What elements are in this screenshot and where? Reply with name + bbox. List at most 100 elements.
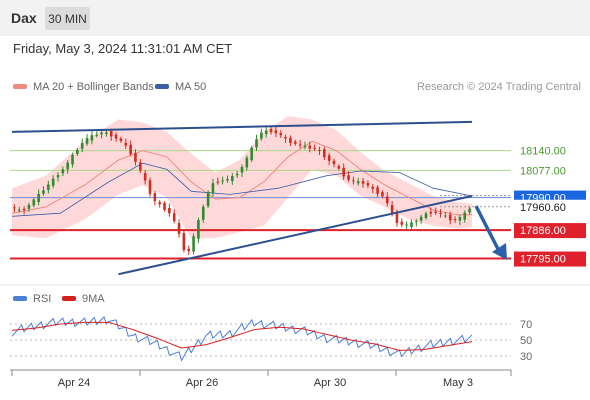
candle-body [114,134,118,139]
candle [148,177,152,197]
candle-body [293,141,297,144]
candle [163,201,166,212]
candle-body [323,149,326,158]
candle [124,138,128,149]
candle-body [235,173,239,176]
candle-body [56,175,60,178]
candle [279,130,283,139]
candle [376,185,379,198]
rsi-line [11,316,473,362]
candle-body [85,138,89,144]
legend: MA 20 + Bollinger Bands MA 50 Research ©… [13,81,581,93]
candle [255,134,258,151]
candle-body [153,193,157,202]
candle [17,206,21,213]
candle [424,211,428,220]
support-tag-4 [514,223,586,239]
candle [400,218,404,228]
candle-body [240,166,244,173]
lower-channel-trendline [118,195,473,276]
x-tick-label: Apr 26 [186,377,218,389]
candle [347,171,350,182]
forecast-arrow [474,205,507,260]
candle [444,212,447,219]
candle [129,140,132,157]
candle-body [143,173,147,181]
x-tick-label: Apr 24 [58,377,90,389]
candle [415,218,418,227]
candle [250,145,253,163]
candle-body [119,138,123,142]
candle [37,189,40,206]
candle-body [424,213,428,218]
header-bar: Dax 30 MIN [0,0,590,36]
candle [206,190,210,209]
candle [337,164,341,171]
candle [342,163,345,180]
candle-body [361,181,365,184]
candle-body [27,204,31,209]
candle-body [458,217,462,221]
candle [80,138,84,153]
rsi-legend-label: RSI [33,293,51,305]
candle [235,170,239,179]
candle-body [260,132,263,139]
candle-body [400,221,404,225]
candle-body [17,209,21,211]
candle-body [308,145,312,149]
candle-body [61,169,65,174]
candle-body [32,199,36,206]
candle [226,175,229,183]
x-axis: Apr 24 Apr 26 Apr 30 May 3 [10,369,512,389]
candle [458,214,462,226]
rsi-ma-legend-swatch [62,296,76,301]
candle [197,217,200,244]
candle [405,221,408,230]
candle-body [376,187,379,194]
bollinger-band [12,116,472,239]
candle-body [148,180,152,194]
candle-body [42,190,45,194]
candle-body [269,129,273,133]
candle [66,160,69,174]
candle [177,219,181,238]
interval-button[interactable]: 30 MIN [45,7,90,30]
candle [182,229,186,253]
candle-body [434,211,437,213]
candle-body [187,248,191,251]
candle-body [231,176,234,181]
candle-body [468,208,471,213]
candle [221,176,224,185]
candle-body [395,213,399,224]
candle [298,140,302,149]
candle [114,132,118,142]
candle [143,169,147,185]
candle-body [13,207,16,209]
candle-body [318,149,321,151]
candle-body [66,162,69,170]
candle-body [342,167,345,177]
candle-body [347,175,350,180]
candle-body [381,192,384,197]
candle [264,126,268,138]
candle [71,152,74,168]
candle [361,177,365,188]
candle-body [76,149,79,155]
candle-body [303,145,307,148]
x-tick-label: May 3 [443,377,473,389]
candle-body [221,180,224,182]
candle [260,128,263,141]
last-close-label-3: 17960.60 [520,202,566,214]
candle-body [439,212,442,214]
candle [231,172,234,185]
rsi-tick-50: 50 [520,335,532,347]
candle [463,210,467,223]
candle [95,131,99,138]
candle-body [80,143,84,149]
candle [201,204,205,223]
ma20-legend-label: MA 20 + Bollinger Bands [33,81,154,93]
candle [42,186,45,196]
candle-body [390,205,394,215]
candle-body [371,186,375,189]
